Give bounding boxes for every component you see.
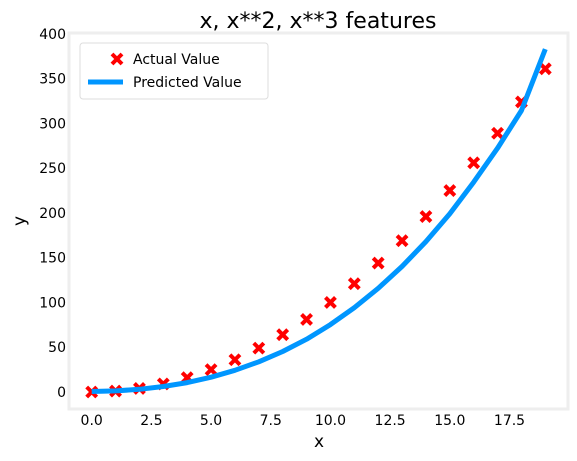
legend: Actual Value Predicted Value — [79, 42, 269, 100]
x-tick-label: 10.0 — [315, 413, 346, 429]
x-tick-label: 5.0 — [200, 413, 222, 429]
series-layer — [85, 48, 552, 399]
y-tick-label: 50 — [48, 340, 66, 356]
y-axis-label: y — [10, 216, 30, 226]
scatter-point — [276, 328, 290, 342]
x-tick-label: 12.5 — [375, 413, 406, 429]
y-tick-label: 250 — [39, 161, 66, 177]
scatter-point — [491, 126, 504, 140]
series-predicted-value-line — [91, 48, 548, 394]
plot-frame — [67, 31, 570, 411]
x-axis-ticks: 0.0 2.5 5.0 7.5 10.0 12.5 15.0 17.5 — [81, 413, 526, 429]
legend-label-predicted: Predicted Value — [133, 75, 242, 91]
x-tick-label: 2.5 — [140, 413, 162, 429]
y-tick-label: 350 — [39, 72, 66, 88]
scatter-point — [252, 341, 266, 355]
scatter-point — [324, 296, 337, 309]
y-tick-label: 0 — [57, 385, 66, 401]
y-axis-ticks: 0 50 100 150 200 250 300 350 400 — [39, 27, 66, 401]
scatter-point — [204, 363, 218, 377]
x-tick-label: 0.0 — [81, 413, 103, 429]
scatter-point — [467, 156, 481, 170]
scatter-point — [85, 385, 99, 399]
y-tick-label: 300 — [39, 116, 66, 132]
chart-title: x, x**2, x**3 features — [200, 9, 437, 34]
legend-box — [79, 42, 269, 100]
series-actual-value — [85, 62, 552, 399]
scatter-point — [538, 62, 552, 76]
x-tick-label: 7.5 — [260, 413, 282, 429]
scatter-point — [419, 210, 433, 223]
legend-label-actual: Actual Value — [133, 52, 220, 68]
scatter-point — [371, 256, 385, 270]
y-tick-label: 400 — [39, 27, 66, 43]
y-tick-label: 100 — [39, 295, 66, 311]
x-tick-label: 17.5 — [494, 413, 525, 429]
scatter-point — [347, 277, 361, 291]
y-tick-label: 150 — [39, 251, 66, 267]
scatter-point — [228, 353, 242, 367]
x-tick-label: 15.0 — [434, 413, 465, 429]
scatter-point — [443, 184, 457, 197]
legend-marker-actual — [110, 52, 124, 66]
y-tick-label: 200 — [39, 206, 66, 222]
scatter-point — [395, 234, 409, 248]
x-axis-label: x — [314, 432, 324, 452]
scatter-point — [300, 313, 313, 326]
